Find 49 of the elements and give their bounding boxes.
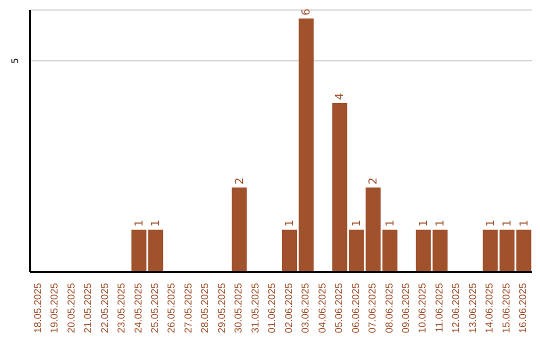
x-tick-label: 09.06.2025 — [401, 282, 412, 334]
y-tick-label: 5 — [11, 58, 21, 64]
x-tick-label: 08.06.2025 — [384, 282, 396, 334]
x-tick-label: 04.06.2025 — [317, 282, 328, 334]
x-tick-label: 10.06.2025 — [418, 282, 429, 334]
x-tick-label: 27.05.2025 — [183, 282, 194, 334]
x-tick-label: 15.06.2025 — [501, 282, 512, 334]
x-tick-label: 21.05.2025 — [83, 282, 94, 334]
data-label: 1 — [517, 220, 530, 227]
x-tick-label: 13.06.2025 — [468, 282, 479, 334]
x-tick-label: 11.06.2025 — [434, 282, 446, 332]
data-label: 2 — [366, 177, 380, 184]
x-tick-label: 22.05.2025 — [100, 282, 111, 334]
data-label: 1 — [350, 220, 363, 227]
x-tick-label: 07.06.2025 — [368, 282, 379, 334]
x-tick-label: 29.05.2025 — [216, 282, 228, 334]
x-tick-label: 26.05.2025 — [166, 282, 178, 334]
x-tick-label: 23.05.2025 — [116, 282, 128, 334]
x-tick-label: 05.06.2025 — [334, 282, 346, 334]
x-tick-label: 06.06.2025 — [350, 282, 362, 334]
data-label: 1 — [283, 220, 296, 227]
x-tick-label: 01.06.2025 — [267, 282, 278, 334]
bar — [382, 230, 398, 272]
x-tick-label: 25.05.2025 — [150, 282, 161, 334]
bar — [332, 102, 348, 272]
x-tick-label: 31.05.2025 — [250, 282, 262, 334]
x-tick-label: 18.05.2025 — [32, 282, 44, 334]
bar — [232, 187, 247, 272]
data-label: 1 — [484, 220, 497, 227]
data-label: 1 — [132, 220, 146, 227]
x-tick-label: 16.06.2025 — [518, 282, 530, 334]
data-label: 2 — [232, 177, 246, 184]
x-tick-label: 02.06.2025 — [284, 282, 295, 334]
data-label: 6 — [300, 8, 313, 16]
x-tick-label: 12.06.2025 — [451, 282, 462, 334]
data-label: 1 — [434, 220, 447, 227]
bar — [516, 230, 532, 272]
x-tick-label: 20.05.2025 — [66, 282, 78, 334]
data-label: 1 — [500, 220, 514, 227]
data-label: 1 — [149, 220, 162, 227]
data-label: 1 — [416, 220, 430, 227]
data-label: 1 — [383, 220, 396, 227]
x-tick-label: 30.05.2025 — [234, 282, 245, 334]
x-tick-label: 24.05.2025 — [133, 282, 144, 334]
x-tick-label: 03.06.2025 — [300, 282, 312, 334]
data-label: 4 — [333, 92, 346, 100]
x-tick-label: 19.05.2025 — [50, 282, 61, 334]
x-tick-label: 14.06.2025 — [484, 282, 496, 334]
x-tick-label: 28.05.2025 — [200, 282, 212, 334]
